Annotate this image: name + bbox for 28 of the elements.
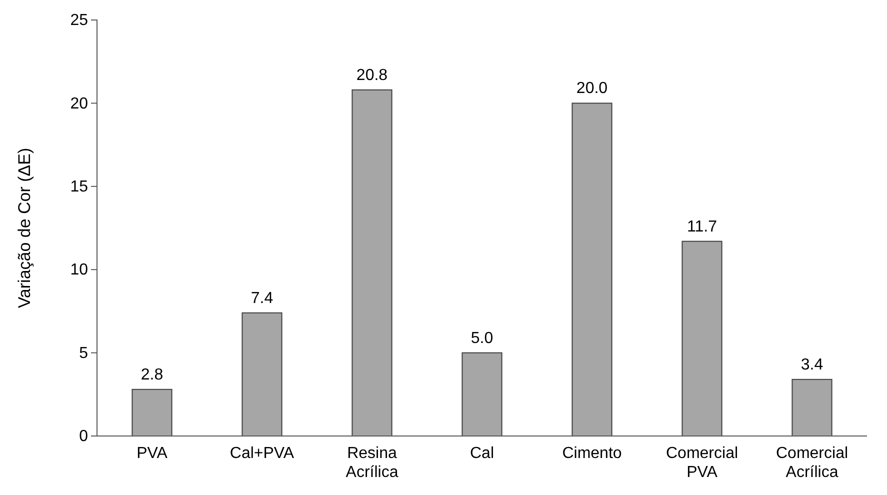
x-tick-label: PVA <box>136 445 168 462</box>
x-tick-label: Cal <box>470 445 494 462</box>
x-tick-label: Cimento <box>562 445 622 462</box>
bar <box>242 312 282 436</box>
y-tick-label: 0 <box>79 428 88 446</box>
data-label: 5.0 <box>470 330 494 347</box>
data-label: 20.0 <box>576 80 608 98</box>
y-tick-label: 10 <box>70 262 88 279</box>
bar <box>462 352 502 436</box>
bar <box>572 102 612 436</box>
bar <box>682 240 722 436</box>
y-tick-label: 5 <box>79 344 88 362</box>
bar <box>792 378 832 436</box>
data-label: 3.4 <box>800 356 824 374</box>
x-tick-label: Cal+PVA <box>230 445 294 462</box>
y-tick-label: 20 <box>70 95 88 112</box>
y-tick-label: 15 <box>70 178 88 196</box>
data-label: 7.4 <box>250 290 274 307</box>
bar <box>352 89 392 436</box>
y-tick-label: 25 <box>70 12 88 30</box>
x-tick-label: Comercial Acrílica <box>776 445 848 481</box>
data-label: 20.8 <box>356 66 388 84</box>
bar <box>132 388 172 436</box>
data-label: 2.8 <box>140 366 164 384</box>
x-tick-label: Comercial PVA <box>666 445 738 481</box>
data-label: 11.7 <box>687 218 718 236</box>
y-axis-title: Variação de Cor (ΔE) <box>15 148 34 308</box>
x-tick-label: Resina Acrílica <box>346 445 398 481</box>
